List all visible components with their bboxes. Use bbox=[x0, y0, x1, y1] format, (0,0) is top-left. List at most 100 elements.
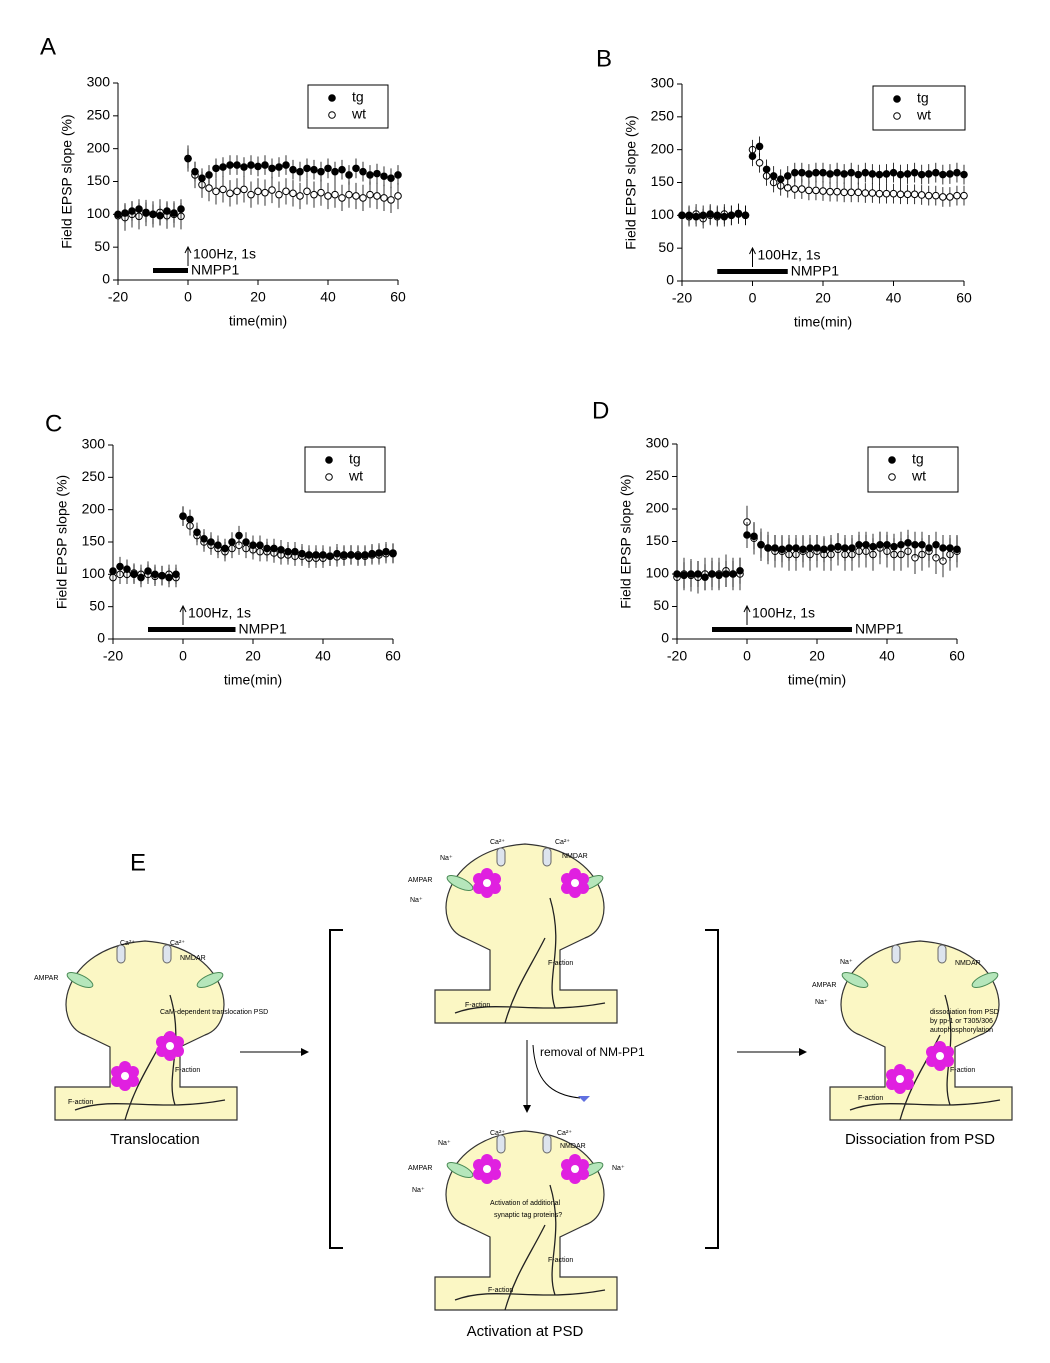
point bbox=[305, 551, 313, 559]
point bbox=[827, 544, 835, 552]
arrow-head bbox=[749, 246, 756, 255]
point bbox=[764, 544, 772, 552]
x-tick-label: 40 bbox=[886, 290, 902, 306]
point bbox=[953, 545, 961, 554]
point bbox=[394, 192, 402, 200]
y-axis-label: Field EPSP slope (%) bbox=[623, 115, 639, 249]
point bbox=[708, 570, 716, 578]
point bbox=[812, 168, 820, 177]
point bbox=[380, 172, 388, 181]
label: Na⁺ bbox=[438, 1140, 451, 1147]
point bbox=[158, 571, 166, 580]
x-tick-label: 60 bbox=[949, 648, 965, 664]
label: Ca²⁺ bbox=[490, 839, 505, 846]
point bbox=[235, 531, 243, 540]
point bbox=[917, 170, 926, 179]
y-tick-label: 150 bbox=[651, 173, 675, 189]
point bbox=[757, 540, 765, 549]
point bbox=[303, 164, 311, 173]
arrow-head bbox=[184, 245, 192, 254]
point bbox=[359, 194, 367, 202]
label: synaptic tag proteins? bbox=[494, 1212, 562, 1219]
point bbox=[673, 570, 681, 578]
point bbox=[868, 189, 877, 197]
caption: Activation at PSD bbox=[467, 1323, 584, 1340]
y-tick-label: 50 bbox=[653, 597, 669, 613]
y-tick-label: 300 bbox=[82, 436, 106, 452]
point bbox=[687, 570, 695, 578]
point bbox=[114, 210, 122, 219]
point bbox=[750, 532, 758, 541]
point bbox=[889, 189, 898, 198]
x-tick-label: 0 bbox=[743, 648, 751, 664]
point bbox=[263, 544, 271, 553]
point bbox=[373, 169, 381, 178]
point bbox=[352, 164, 360, 173]
point bbox=[261, 188, 269, 197]
point bbox=[939, 170, 947, 179]
point bbox=[694, 570, 702, 578]
point bbox=[270, 544, 278, 553]
point bbox=[854, 188, 863, 197]
point bbox=[207, 538, 215, 546]
label: by pp-1 or T305/306 bbox=[930, 1018, 993, 1025]
point bbox=[685, 211, 693, 220]
y-tick-label: 100 bbox=[646, 565, 670, 581]
point bbox=[380, 194, 388, 202]
point bbox=[755, 159, 764, 167]
x-tick-label: -20 bbox=[672, 290, 692, 306]
point bbox=[242, 538, 250, 546]
point bbox=[769, 172, 778, 180]
point bbox=[254, 162, 262, 171]
spine bbox=[434, 1130, 618, 1311]
point bbox=[205, 171, 213, 179]
point bbox=[170, 209, 178, 217]
y-axis-label: Field EPSP slope (%) bbox=[59, 114, 75, 248]
legend-label: wt bbox=[911, 468, 926, 484]
point bbox=[352, 192, 360, 200]
point bbox=[310, 165, 318, 174]
point bbox=[680, 571, 688, 580]
legend-label: wt bbox=[348, 468, 363, 484]
y-axis-label: Field EPSP slope (%) bbox=[618, 474, 634, 608]
y-tick-label: 200 bbox=[651, 140, 675, 156]
point bbox=[212, 164, 220, 173]
point bbox=[382, 547, 390, 556]
point bbox=[798, 168, 806, 177]
x-tick-label: 40 bbox=[315, 648, 331, 664]
legend-marker bbox=[893, 95, 901, 103]
point bbox=[960, 191, 968, 200]
spine bbox=[434, 843, 618, 1024]
legend-marker bbox=[888, 473, 896, 481]
drug-label: NMPP1 bbox=[855, 621, 903, 637]
point bbox=[366, 171, 374, 179]
point bbox=[917, 191, 926, 199]
label: Ca²⁺ bbox=[170, 940, 185, 947]
point bbox=[932, 168, 940, 177]
legend-marker bbox=[325, 473, 333, 481]
label: AMPAR bbox=[34, 975, 58, 982]
point bbox=[256, 541, 264, 550]
point bbox=[897, 540, 905, 549]
point bbox=[960, 170, 968, 179]
point bbox=[268, 164, 276, 173]
point bbox=[275, 163, 283, 171]
x-axis-label: time(min) bbox=[794, 314, 852, 330]
point bbox=[699, 211, 707, 220]
y-tick-label: 300 bbox=[651, 75, 675, 91]
caption: Dissociation from PSD bbox=[845, 1131, 995, 1148]
x-axis-label: time(min) bbox=[788, 672, 846, 688]
point bbox=[261, 161, 269, 169]
label: Na⁺ bbox=[840, 959, 853, 966]
y-tick-label: 100 bbox=[82, 565, 106, 581]
point bbox=[151, 570, 159, 579]
point bbox=[193, 528, 201, 537]
y-tick-label: 0 bbox=[97, 630, 105, 646]
point bbox=[861, 168, 870, 177]
point bbox=[861, 189, 870, 197]
label: Na⁺ bbox=[410, 897, 423, 904]
label: NMDAR bbox=[560, 1143, 586, 1150]
legend-box bbox=[872, 85, 966, 131]
point bbox=[953, 168, 961, 177]
point bbox=[116, 562, 124, 571]
